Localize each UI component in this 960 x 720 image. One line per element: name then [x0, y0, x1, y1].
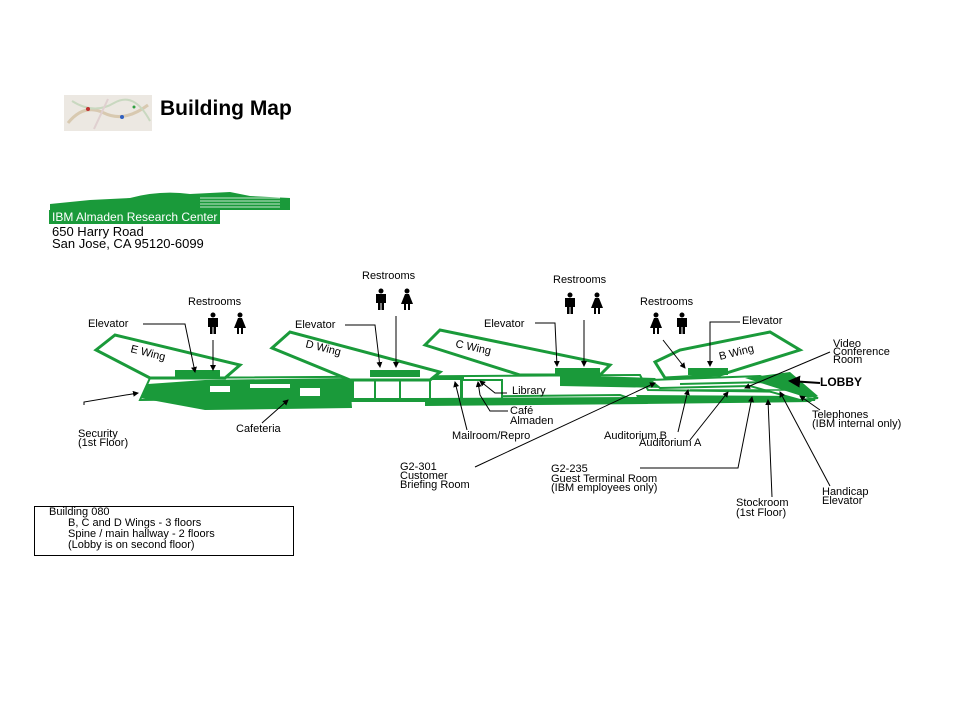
g2-235-label-3: (IBM employees only) [551, 482, 657, 494]
lobby-label: LOBBY [820, 375, 862, 389]
restrooms-label-b: Restrooms [640, 296, 694, 308]
g2-235-label-2: Guest Terminal Room [551, 473, 657, 485]
handicap-elevator-label-1: Handicap [822, 486, 868, 498]
building-spine [138, 372, 819, 410]
g2-301-label-2: Customer [400, 470, 448, 482]
telephones-label-1: Telephones [812, 409, 869, 421]
org-name: IBM Almaden Research Center [49, 210, 221, 224]
telephones-label-2: (IBM internal only) [812, 418, 901, 430]
restrooms-label-d: Restrooms [362, 270, 416, 282]
security-label-2: (1st Floor) [78, 437, 128, 449]
elevator-label-c: Elevator [484, 318, 525, 330]
restroom-man-icon [208, 312, 218, 334]
restrooms-label-c: Restrooms [553, 274, 607, 286]
video-conference-label-3: Room [833, 354, 862, 366]
info-building-number: Building 080 [49, 506, 110, 518]
elevator-label-d: Elevator [295, 319, 336, 331]
video-conference-label-1: Video [833, 338, 861, 350]
address-line-1: 650 Harry Road [52, 224, 144, 239]
c-wing [422, 328, 614, 377]
restroom-man-icon [376, 288, 386, 310]
cafe-label-1: Café [510, 405, 533, 417]
restroom-woman-icon [591, 292, 603, 314]
auditorium-b-label: Auditorium B [604, 430, 667, 442]
building-info-box [34, 506, 294, 556]
page-title: Building Map [160, 97, 292, 120]
g2-235-label-1: G2-235 [551, 463, 588, 475]
cafe-label-2: Almaden [510, 415, 553, 427]
g2-301-label-1: G2-301 [400, 461, 437, 473]
e-wing [93, 333, 244, 380]
b-wing [652, 330, 804, 380]
stockroom-label-2: (1st Floor) [736, 507, 786, 519]
restroom-woman-icon [234, 312, 246, 334]
mailroom-label: Mailroom/Repro [452, 430, 530, 442]
restroom-man-icon [677, 312, 687, 334]
security-label-1: Security [78, 428, 118, 440]
info-spine-floors: Spine / main hallway - 2 floors [68, 528, 215, 540]
library-label: Library [512, 385, 546, 397]
d-wing [269, 330, 444, 382]
video-conference-label-2: Conference [833, 346, 890, 358]
restroom-woman-icon [650, 312, 662, 334]
info-wings-floors: B, C and D Wings - 3 floors [68, 517, 202, 529]
info-lobby-note: (Lobby is on second floor) [68, 539, 195, 551]
ibm-almaden-logo [50, 192, 290, 210]
g2-301-label-3: Briefing Room [400, 479, 470, 491]
restroom-man-icon [565, 292, 575, 314]
cafeteria-label: Cafeteria [236, 423, 282, 435]
restroom-woman-icon [401, 288, 413, 310]
elevator-label-b: Elevator [742, 315, 783, 327]
restrooms-label-e: Restrooms [188, 296, 242, 308]
auditorium-a-label: Auditorium A [639, 437, 702, 449]
elevator-label-e: Elevator [88, 318, 129, 330]
map-thumbnail-image [64, 95, 152, 131]
leader-lines [83, 316, 831, 498]
stockroom-label-1: Stockroom [736, 497, 789, 509]
address-line-2: San Jose, CA 95120-6099 [52, 236, 204, 251]
handicap-elevator-label-2: Elevator [822, 495, 863, 507]
